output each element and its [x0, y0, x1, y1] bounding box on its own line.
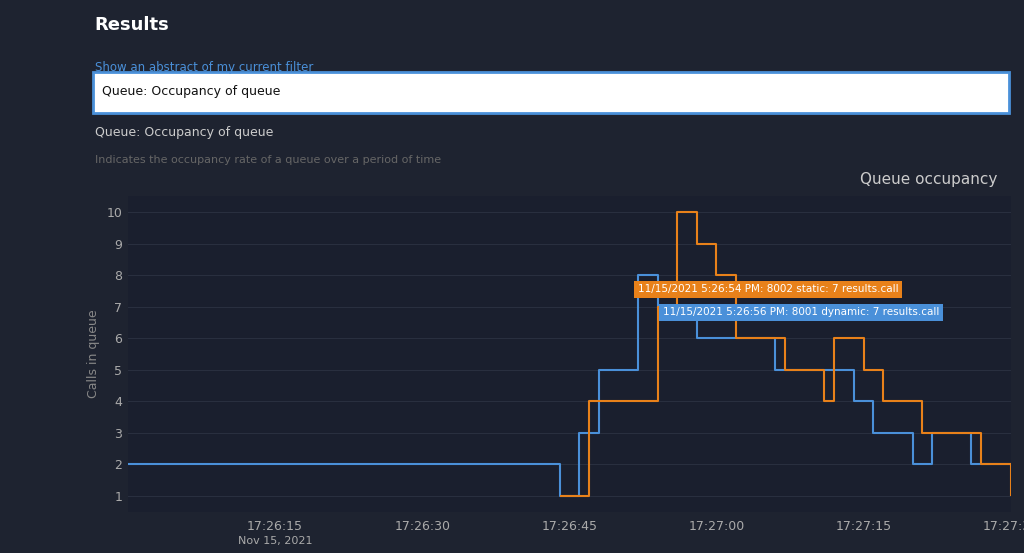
Text: Queue occupancy: Queue occupancy: [860, 172, 997, 187]
Text: Show an abstract of my current filter: Show an abstract of my current filter: [95, 61, 313, 75]
Y-axis label: Calls in queue: Calls in queue: [87, 310, 99, 398]
FancyBboxPatch shape: [0, 0, 78, 72]
Text: Results: Results: [95, 16, 170, 34]
Text: Indicates the occupancy rate of a queue over a period of time: Indicates the occupancy rate of a queue …: [95, 155, 441, 165]
Text: Queue: Occupancy of queue: Queue: Occupancy of queue: [102, 85, 281, 98]
FancyBboxPatch shape: [93, 72, 1009, 113]
Text: 11/15/2021 5:26:56 PM: 8001 dynamic: 7 results.call: 11/15/2021 5:26:56 PM: 8001 dynamic: 7 r…: [663, 307, 939, 317]
Text: Nov 15, 2021: Nov 15, 2021: [238, 536, 312, 546]
Text: 11/15/2021 5:26:54 PM: 8002 static: 7 results.call: 11/15/2021 5:26:54 PM: 8002 static: 7 re…: [638, 284, 899, 294]
Text: Queue: Occupancy of queue: Queue: Occupancy of queue: [95, 126, 273, 139]
